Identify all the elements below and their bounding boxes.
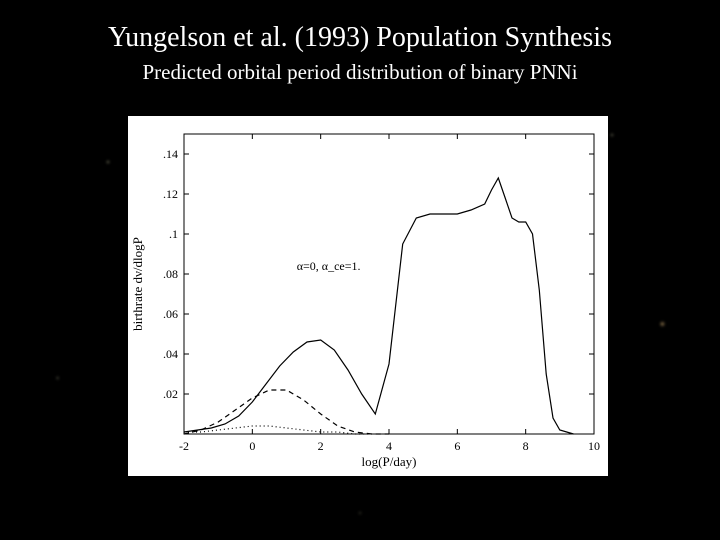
svg-text:log(P/day): log(P/day)	[362, 454, 417, 469]
svg-text:.12: .12	[163, 187, 178, 201]
svg-text:6: 6	[454, 439, 460, 453]
slide-subtitle: Predicted orbital period distribution of…	[0, 60, 720, 85]
svg-text:.08: .08	[163, 267, 178, 281]
svg-text:8: 8	[523, 439, 529, 453]
svg-text:.04: .04	[163, 347, 178, 361]
svg-text:.1: .1	[169, 227, 178, 241]
svg-text:birthrate dν/dlogP: birthrate dν/dlogP	[130, 237, 145, 331]
svg-text:0: 0	[249, 439, 255, 453]
svg-text:.06: .06	[163, 307, 178, 321]
chart-panel: -2 0 2 4 6 8 10 .02 .04 .06 .08 .1 .12 .14 log(P/day) b…	[128, 116, 608, 476]
svg-text:4: 4	[386, 439, 392, 453]
svg-text:.14: .14	[163, 147, 178, 161]
svg-text:.02: .02	[163, 387, 178, 401]
svg-text:α=0, α_ce=1.: α=0, α_ce=1.	[297, 259, 361, 273]
slide-title: Yungelson et al. (1993) Population Synth…	[0, 22, 720, 54]
svg-text:10: 10	[588, 439, 600, 453]
svg-text:2: 2	[318, 439, 324, 453]
svg-text:-2: -2	[179, 439, 189, 453]
chart-svg: -2 0 2 4 6 8 10 .02 .04 .06 .08 .1 .12 .14 log(P/day) b…	[128, 116, 608, 476]
